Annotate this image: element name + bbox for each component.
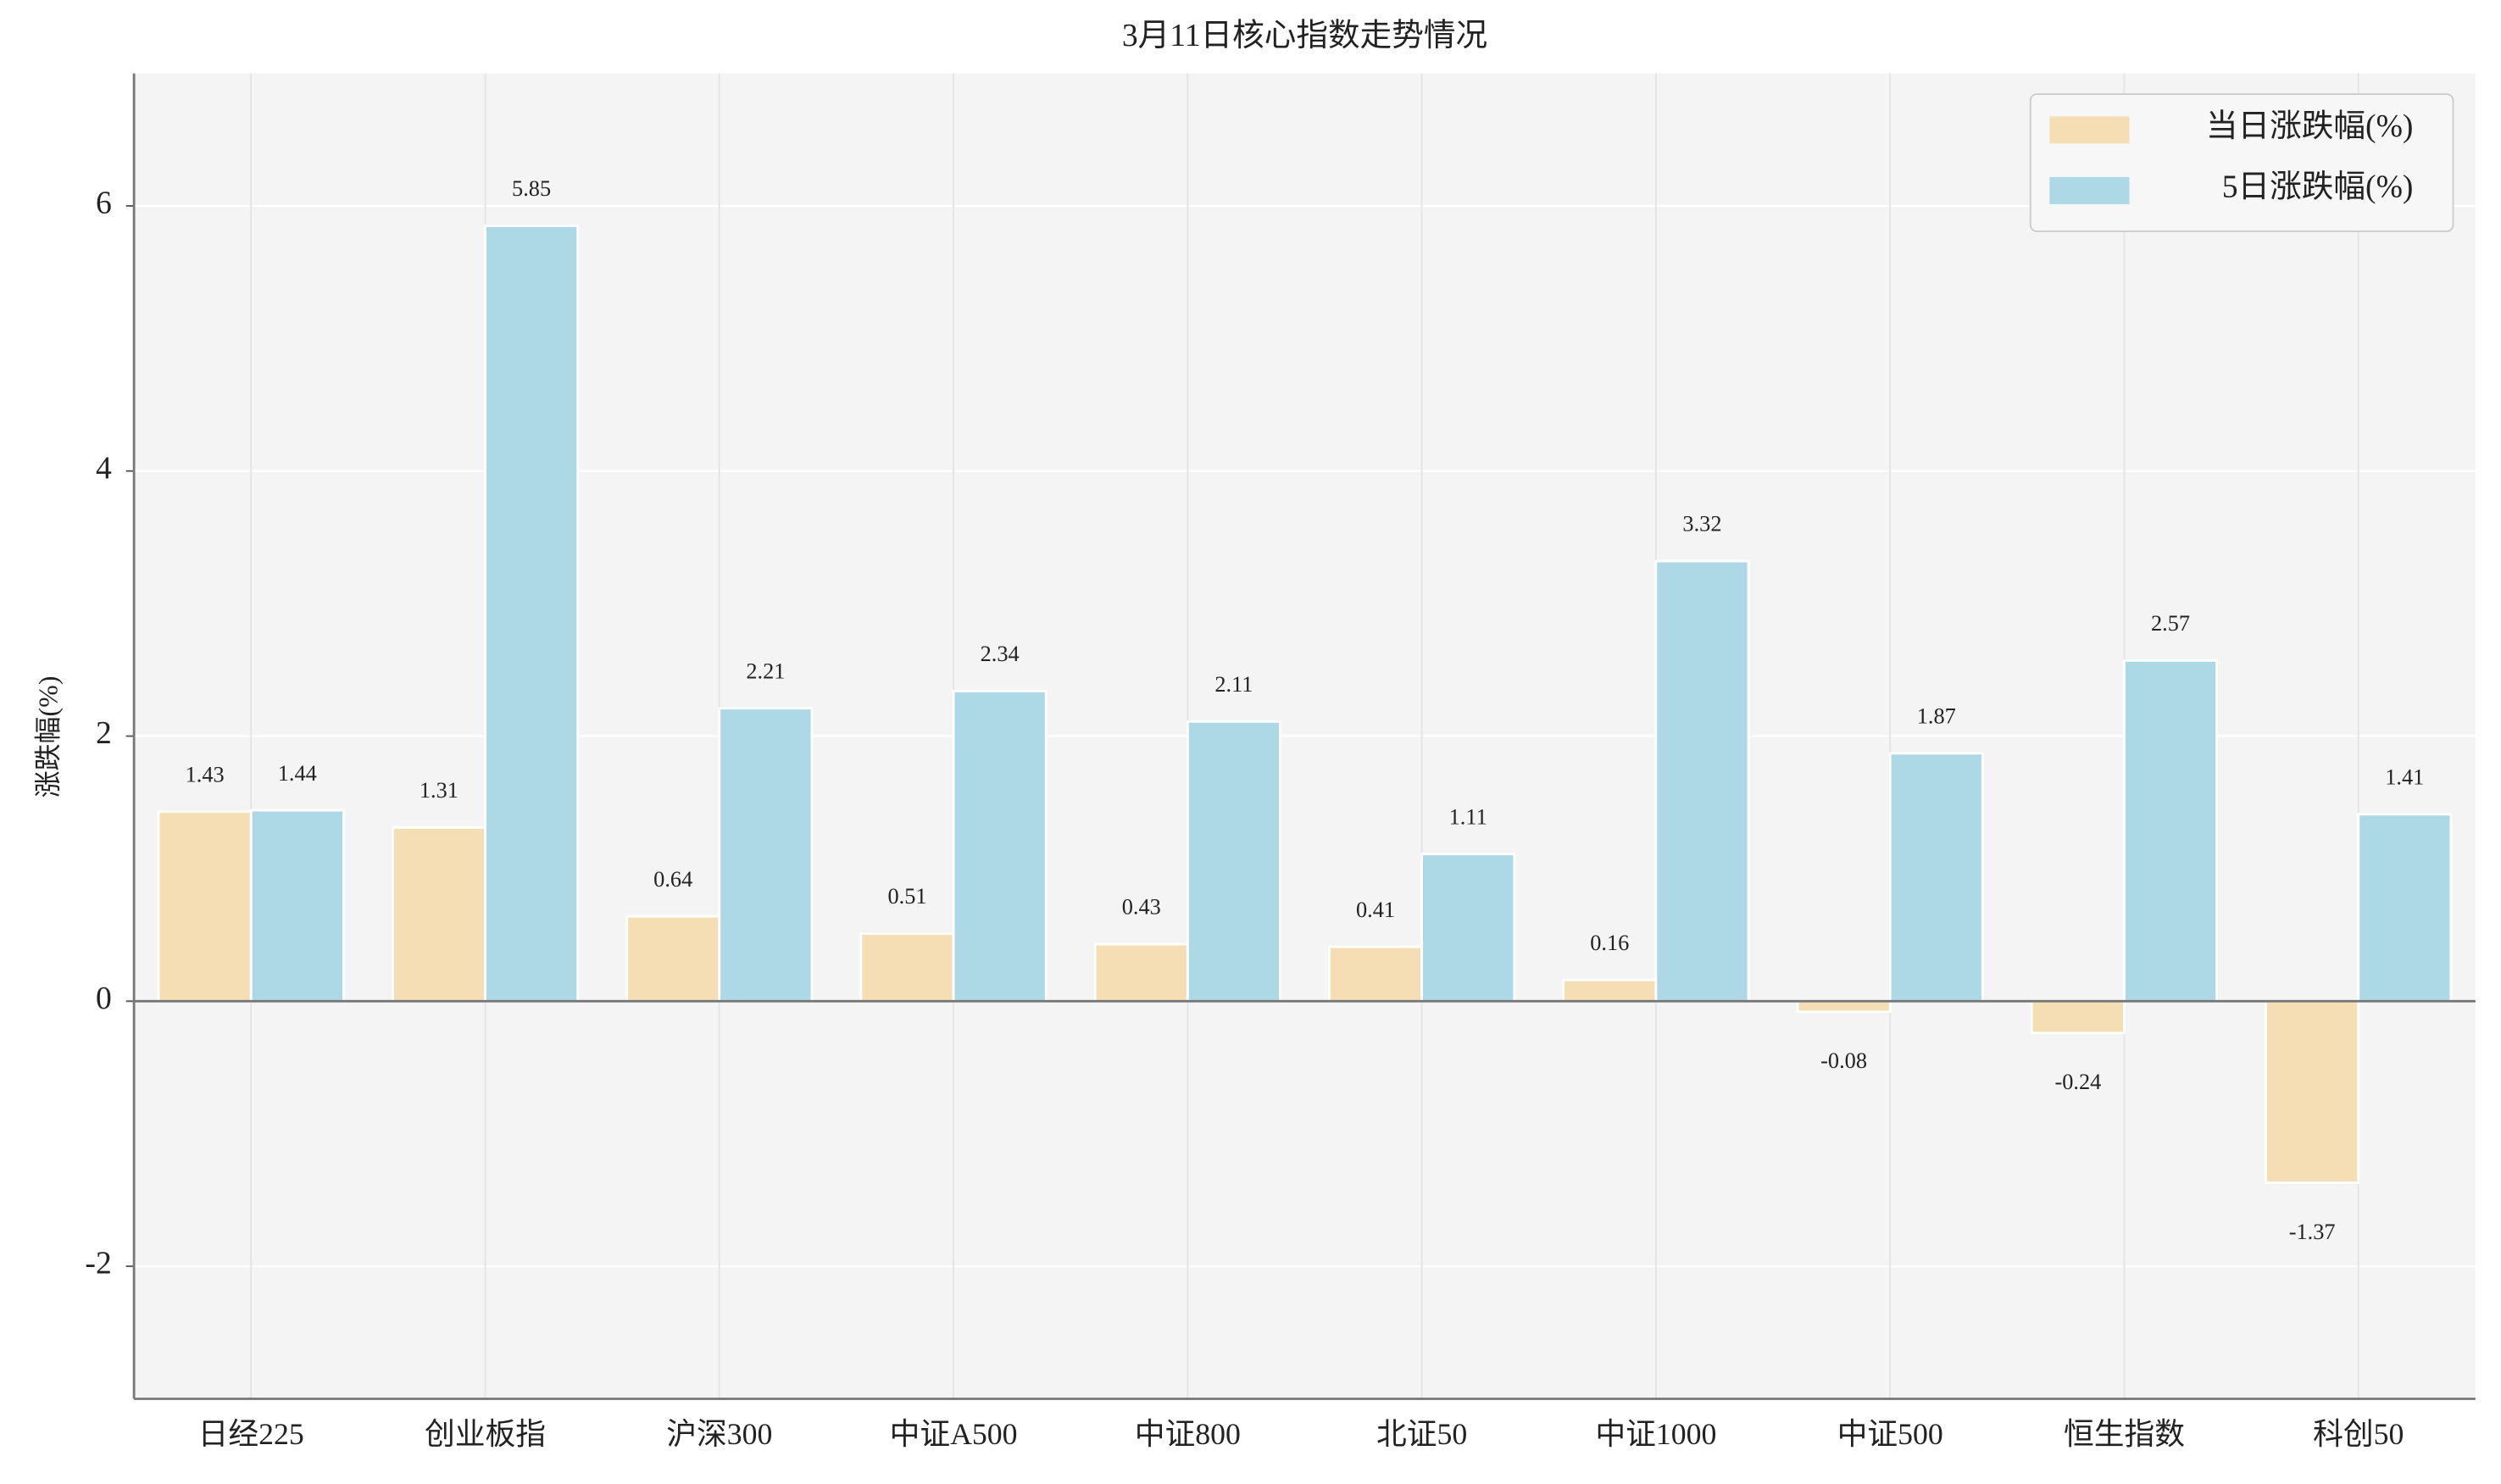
value-label: 0.51 xyxy=(887,884,926,909)
x-tick-label: 沪深300 xyxy=(666,1417,772,1451)
bar xyxy=(249,809,345,1003)
value-label: 1.11 xyxy=(1449,804,1487,829)
value-label: 1.87 xyxy=(1917,704,1956,729)
y-axis-label: 涨跌幅(%) xyxy=(33,676,64,798)
value-label: 2.34 xyxy=(981,642,1020,666)
legend-box xyxy=(2029,93,2454,232)
bar xyxy=(2123,659,2219,1003)
bar xyxy=(157,810,253,1003)
x-tick-label: 中证A500 xyxy=(890,1417,1018,1451)
value-label: -1.37 xyxy=(2289,1220,2336,1244)
x-tick-label: 中证800 xyxy=(1135,1417,1241,1451)
bar xyxy=(484,225,580,1003)
bar xyxy=(859,932,955,1003)
y-tick-label: 6 xyxy=(96,186,112,221)
y-tick-label: 2 xyxy=(96,715,112,751)
bar xyxy=(625,914,721,1003)
value-label: 0.16 xyxy=(1590,931,1629,955)
value-label: 1.31 xyxy=(420,778,459,803)
value-label: 0.43 xyxy=(1122,895,1161,920)
legend-label: 5日涨跌幅(%) xyxy=(2222,170,2414,205)
bar xyxy=(1420,853,1516,1003)
value-label: 1.43 xyxy=(186,762,225,786)
y-tick-label: 4 xyxy=(96,450,112,486)
legend-label: 当日涨跌幅(%) xyxy=(2206,108,2414,144)
bar xyxy=(1796,999,1892,1014)
value-label: 5.85 xyxy=(512,176,551,201)
value-label: 0.41 xyxy=(1356,898,1395,922)
legend-swatch xyxy=(2049,116,2130,144)
bar xyxy=(2030,999,2126,1035)
value-label: 2.11 xyxy=(1214,672,1253,697)
value-label: 1.44 xyxy=(278,761,317,786)
legend-swatch xyxy=(2049,176,2130,204)
y-tick-label: -2 xyxy=(85,1246,111,1281)
bar xyxy=(1186,720,1281,1003)
x-tick-label: 科创50 xyxy=(2313,1417,2404,1451)
x-tick-label: 北证50 xyxy=(1376,1417,1467,1451)
bar xyxy=(1888,752,1984,1003)
bar xyxy=(391,826,486,1003)
y-tick-label: 0 xyxy=(96,981,112,1016)
bar xyxy=(718,707,814,1003)
bar xyxy=(2265,999,2360,1184)
value-label: 2.57 xyxy=(2151,611,2190,636)
chart-title: 3月11日核心指数走势情况 xyxy=(1122,18,1487,53)
x-tick-label: 中证1000 xyxy=(1595,1417,1716,1451)
x-tick-label: 创业板指 xyxy=(425,1417,546,1451)
value-label: -0.08 xyxy=(1820,1048,1867,1073)
bar xyxy=(1562,978,1658,1003)
bar xyxy=(1093,942,1189,1003)
x-tick-label: 中证500 xyxy=(1837,1417,1943,1451)
bar xyxy=(2357,813,2453,1003)
x-tick-label: 恒生指数 xyxy=(2064,1417,2185,1451)
bar xyxy=(1328,945,1424,1003)
bar xyxy=(952,689,1048,1003)
value-label: 1.41 xyxy=(2385,764,2424,789)
x-tick-label: 日经225 xyxy=(198,1417,304,1451)
value-label: -0.24 xyxy=(2054,1070,2101,1094)
bar xyxy=(1654,559,1750,1003)
value-label: 0.64 xyxy=(653,867,692,892)
value-label: 3.32 xyxy=(1682,512,1721,536)
value-label: 2.21 xyxy=(746,659,785,683)
